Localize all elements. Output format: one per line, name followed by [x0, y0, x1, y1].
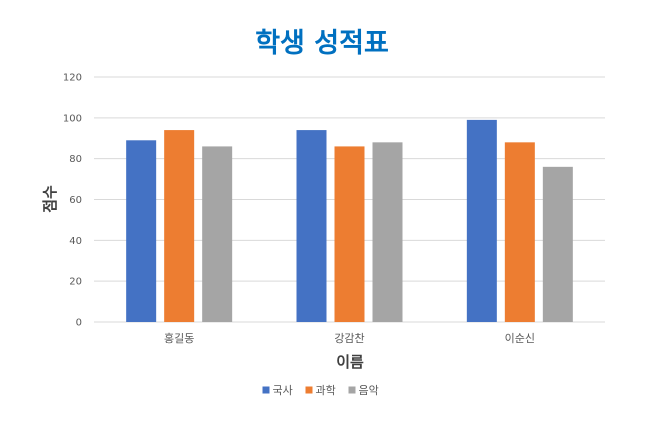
x-axis-title: 이름 [336, 353, 364, 371]
y-axis-title: 점수 [41, 185, 59, 213]
y-axis-ticks: 0 20 40 60 80 100 120 [63, 73, 82, 329]
legend-swatch [305, 386, 313, 394]
y-tick-label: 60 [69, 195, 82, 206]
y-tick-label: 80 [69, 154, 82, 165]
legend-swatch [262, 386, 270, 394]
y-tick-label: 20 [69, 277, 82, 288]
bar-3-2 [504, 142, 535, 322]
bar-1-1 [126, 140, 157, 322]
x-tick-label: 강감찬 [334, 331, 364, 345]
bar-3-1 [466, 119, 497, 322]
bar-1-2 [164, 130, 195, 322]
chart-title: 학생 성적표 [255, 28, 389, 59]
x-tick-label: 홍길동 [164, 331, 194, 345]
y-tick-label: 100 [63, 113, 82, 124]
bar-2-2 [334, 146, 365, 322]
bar-2-1 [296, 130, 327, 322]
legend: 국사 과학 음악 [262, 384, 379, 397]
x-axis-ticks: 홍길동 강감찬 이순신 [164, 331, 535, 345]
legend-item: 음악 [348, 384, 379, 397]
bar-1-3 [202, 146, 233, 322]
legend-item: 국사 [262, 384, 293, 397]
bar-2-3 [372, 142, 403, 322]
y-tick-label: 120 [63, 73, 82, 84]
x-tick-label: 이순신 [505, 332, 535, 345]
y-tick-label: 40 [69, 236, 82, 247]
bars [126, 119, 573, 322]
y-tick-label: 0 [76, 318, 82, 329]
legend-swatch [348, 386, 356, 394]
legend-item: 과학 [305, 384, 336, 397]
legend-label: 국사 [273, 384, 293, 397]
legend-label: 과학 [316, 384, 336, 397]
legend-label: 음악 [359, 384, 379, 397]
bar-3-3 [542, 166, 573, 322]
